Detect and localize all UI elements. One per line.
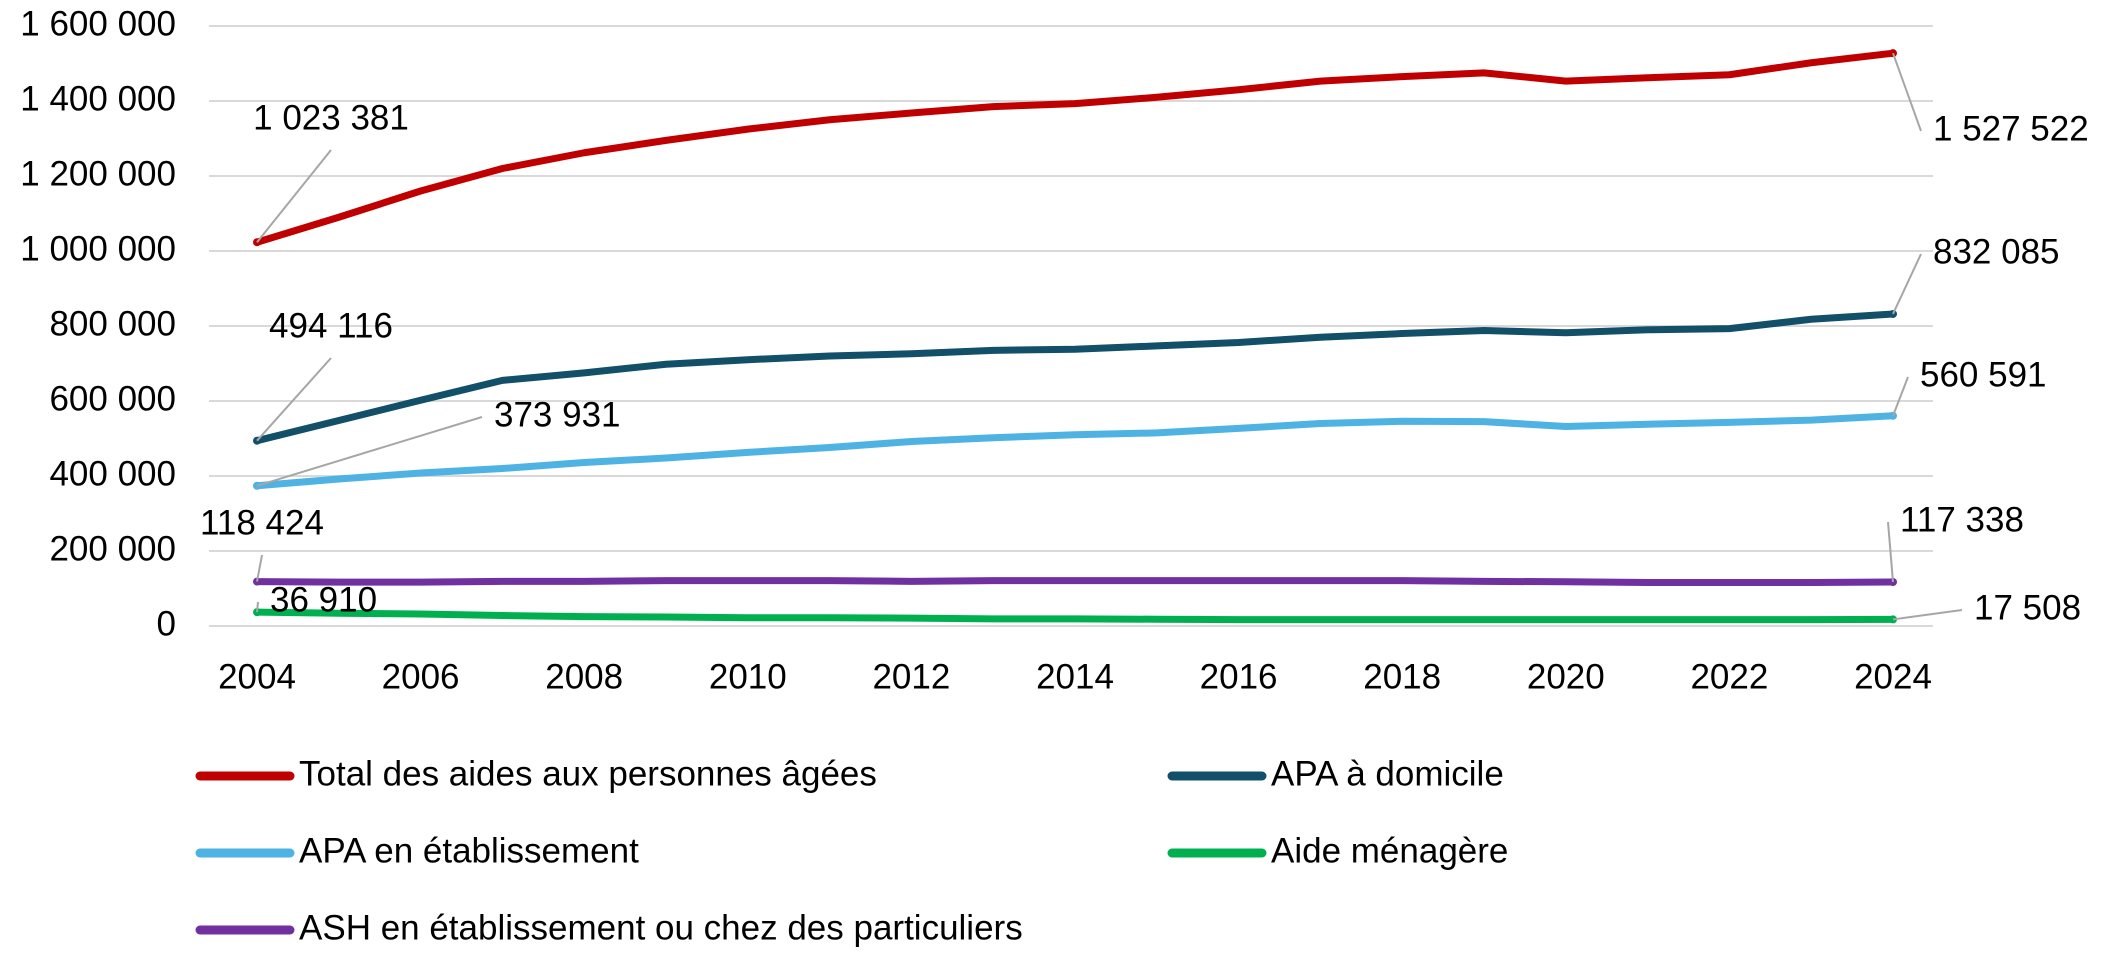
legend-label: Aide ménagère xyxy=(1271,831,1508,870)
data-label: 1 527 522 xyxy=(1933,109,2089,148)
legend-label: Total des aides aux personnes âgées xyxy=(299,754,877,793)
x-tick-label: 2004 xyxy=(218,657,296,696)
leader-line xyxy=(256,601,259,613)
series-line xyxy=(253,49,1897,246)
data-label: 117 338 xyxy=(1900,500,2024,539)
y-tick-label: 800 000 xyxy=(49,304,176,343)
series-line xyxy=(253,412,1897,490)
x-tick-label: 2020 xyxy=(1527,657,1605,696)
legend-label: APA à domicile xyxy=(1271,754,1504,793)
data-label: 36 910 xyxy=(270,580,377,619)
data-label: 1 023 381 xyxy=(253,98,409,137)
series-line xyxy=(253,577,1897,586)
leader-line xyxy=(1892,376,1909,417)
series-line xyxy=(253,608,1897,624)
leader-line xyxy=(1887,521,1894,583)
y-tick-label: 600 000 xyxy=(49,379,176,418)
y-tick-label: 200 000 xyxy=(49,529,176,568)
x-tick-label: 2010 xyxy=(709,657,787,696)
data-label: 832 085 xyxy=(1933,232,2060,271)
y-tick-label: 0 xyxy=(157,604,176,643)
x-tick-label: 2018 xyxy=(1363,657,1441,696)
series-line xyxy=(253,310,1897,445)
data-label: 118 424 xyxy=(200,503,324,542)
x-tick-label: 2008 xyxy=(545,657,623,696)
x-tick-label: 2016 xyxy=(1200,657,1278,696)
y-tick-label: 400 000 xyxy=(49,454,176,493)
x-tick-label: 2022 xyxy=(1690,657,1768,696)
x-tick-label: 2012 xyxy=(872,657,950,696)
leader-line xyxy=(256,416,483,487)
legend-label: APA en établissement xyxy=(299,831,639,870)
data-label: 560 591 xyxy=(1920,355,2047,394)
leader-line xyxy=(256,149,332,243)
x-tick-label: 2024 xyxy=(1854,657,1932,696)
y-tick-label: 1 400 000 xyxy=(20,79,176,118)
x-tick-label: 2014 xyxy=(1036,657,1114,696)
y-tick-label: 1 200 000 xyxy=(20,154,176,193)
x-tick-label: 2006 xyxy=(382,657,460,696)
leader-line xyxy=(1892,609,1963,621)
data-label: 494 116 xyxy=(269,306,393,345)
leader-line xyxy=(1892,253,1922,315)
y-tick-label: 1 600 000 xyxy=(20,4,176,43)
y-tick-label: 1 000 000 xyxy=(20,229,176,268)
leader-line xyxy=(256,357,332,442)
data-label: 17 508 xyxy=(1974,588,2081,627)
legend-label: ASH en établissement ou chez des particu… xyxy=(299,908,1023,947)
data-label: 373 931 xyxy=(494,395,621,434)
leader-line xyxy=(1892,52,1922,132)
leader-line xyxy=(256,554,263,582)
